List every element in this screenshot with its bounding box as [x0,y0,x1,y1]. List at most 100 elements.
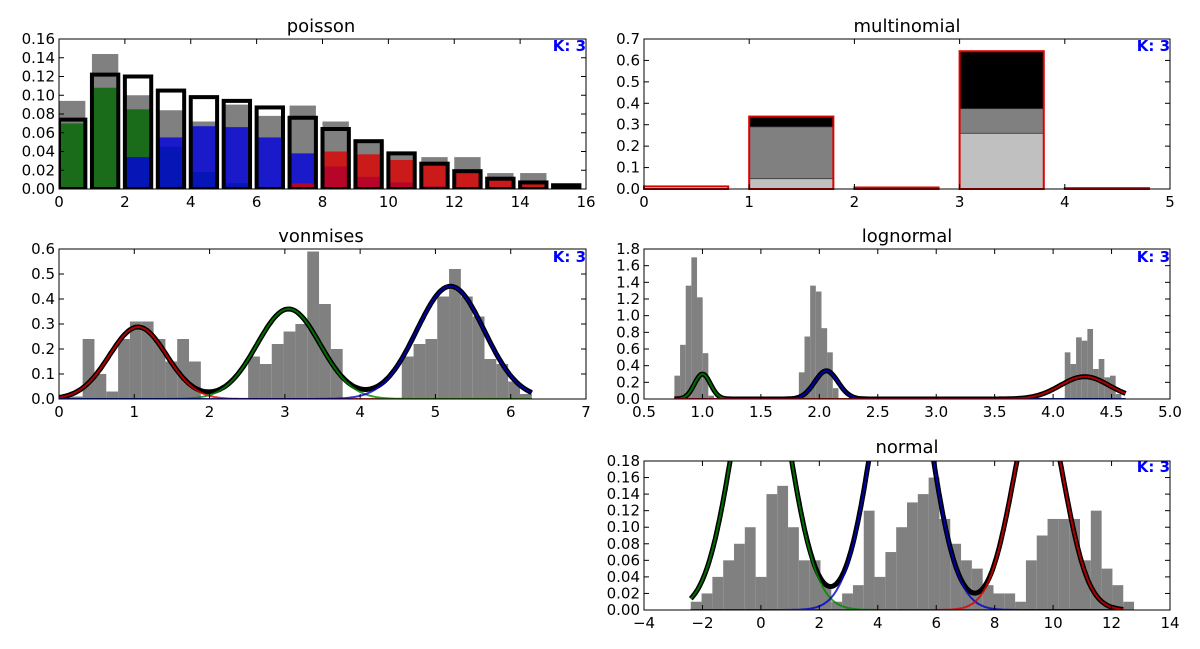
lognormal-k-label: K: 3 [1137,248,1170,266]
normal-ytick-label: 0.06 [607,551,640,569]
vonmises-component-curve [59,285,533,399]
normal-hist-bar [690,601,702,610]
normal-ytick-label: 0.02 [607,584,640,602]
vonmises-xtick-label: 0 [54,403,64,421]
lognormal-ytick-label: 1.0 [616,307,640,325]
normal-hist-bar [1047,518,1059,610]
vonmises-xtick-label: 2 [205,403,215,421]
lognormal-ytick-label: 1.6 [616,257,640,275]
poisson-model-bar [287,115,318,189]
multinomial-ytick-label: 0.7 [616,30,640,48]
normal-hist-bar [982,585,994,610]
poisson-xtick-label: 6 [252,193,262,211]
lognormal-hist-bar [691,257,698,399]
poisson-model-bar [122,74,154,189]
multinomial-ytick-label: 0.6 [616,51,640,69]
multinomial-ytick-label: 0.0 [616,180,640,198]
lognormal-hist-bar [798,372,805,399]
lognormal-title: lognormal [862,226,953,247]
vonmises-ytick-label: 0.5 [31,265,55,283]
normal-xtick-label: 2 [815,614,825,632]
lognormal-xtick-label: 1.5 [749,403,773,421]
vonmises-hist-bar [508,381,520,399]
poisson-xtick-label: 0 [54,193,64,211]
vonmises-hist-bar [460,296,473,399]
multinomial-ytick-label: 0.5 [616,73,640,91]
vonmises-hist-bar [295,324,308,399]
lognormal-hist-bar [1064,352,1071,399]
vonmises-xtick-label: 3 [280,403,290,421]
poisson-component-bar [124,157,152,189]
normal-hist-bar [1069,518,1080,610]
vonmises-ytick-label: 0.1 [31,365,55,383]
lognormal-xtick-label: 2.5 [866,403,890,421]
normal-xtick-label: 8 [990,614,1000,632]
vonmises-hist-bar [271,344,284,399]
poisson-ytick-label: 0.02 [22,161,55,179]
normal-k-label: K: 3 [1137,458,1170,476]
normal-plot-area [688,461,1135,610]
normal-xtick-label: −4 [633,614,655,632]
normal-panel: normal K: 3 −4 −2 0 2 4 6 8 10 12 140.000.020.040… [607,437,1180,632]
multinomial-k-label: K: 3 [1137,37,1170,55]
normal-xtick-label: 4 [873,614,883,632]
lognormal-hist-bar [708,395,714,399]
vonmises-hist-bar [189,361,201,399]
lognormal-hist-bar [697,297,703,399]
lognormal-xtick-label: 4.5 [1100,403,1124,421]
poisson-model-bar [221,98,253,189]
vonmises-component-curve [59,307,532,399]
vonmises-hist-bar [472,316,485,399]
normal-hist-bar [907,502,918,610]
normal-hist-bar [1004,593,1016,610]
vonmises-hist-bar [484,359,497,399]
vonmises-axes-frame [58,248,587,400]
vonmises-k-label: K: 3 [553,248,586,266]
normal-hist-bar [734,543,745,610]
lognormal-ytick-label: 0.4 [616,357,640,375]
lognormal-axes-frame [643,248,1171,400]
lognormal-ytick-label: 0.8 [616,323,640,341]
vonmises-hist-bar [519,394,532,399]
poisson-component-bar [520,182,547,189]
normal-hist-bar [831,601,843,610]
normal-hist-bar [1112,585,1124,610]
lognormal-panel: lognormal K: 3 0.5 1.0 1.5 2.0 2.5 3.0 3.5 4.0 4… [616,226,1182,421]
normal-hist-bar [1101,568,1113,610]
normal-hist-bar [1123,601,1135,610]
poisson-component-bar [388,159,415,189]
poisson-axes-frame [58,38,587,190]
normal-hist-bar [896,527,907,610]
poisson-ytick-label: 0.14 [22,49,55,67]
vonmises-xtick-label: 1 [130,403,140,421]
normal-hist-bar [777,485,789,610]
vonmises-hist-bar [106,391,119,399]
multinomial-xtick-label: 1 [744,193,754,211]
lognormal-hist-bar [674,375,681,399]
normal-hist-bar [820,585,832,610]
vonmises-xtick-label: 4 [355,403,365,421]
vonmises-panel: vonmises K: 3 0 1 2 3 4 5 6 7 0.0 0.1 0.2 0.3 0.4 0.5… [31,226,591,421]
poisson-model-bar [353,139,384,189]
lognormal-ytick-label: 0.2 [616,373,640,391]
normal-xtick-label: 6 [931,614,941,632]
poisson-title: poisson [287,16,356,37]
multinomial-title: multinomial [854,16,961,37]
normal-hist-bar [971,568,983,610]
normal-hist-bar [885,552,897,610]
vonmises-component-curve [59,325,532,399]
normal-xtick-label: 10 [1044,614,1063,632]
vonmises-hist-bar [248,356,260,399]
lognormal-xtick-label: 3.0 [924,403,948,421]
lognormal-xtick-label: 1.0 [691,403,715,421]
lognormal-xtick-label: 3.5 [983,403,1007,421]
lognormal-hist-bar [1104,377,1111,399]
normal-hist-bar [798,560,810,610]
vonmises-plot-area [59,251,533,399]
lognormal-hist-bar [1115,394,1122,399]
poisson-component-bar [355,154,382,189]
lognormal-hist-bar [1093,369,1099,399]
poisson-component-bar [256,137,283,189]
vonmises-hist-bar [425,339,438,399]
